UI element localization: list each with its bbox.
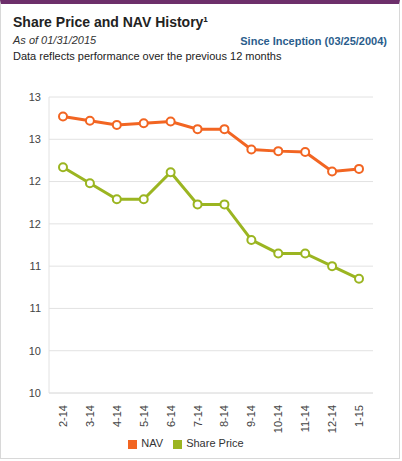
svg-text:12: 12 <box>29 175 41 187</box>
svg-text:11: 11 <box>30 260 41 272</box>
svg-text:11: 11 <box>30 302 41 314</box>
svg-text:1-15: 1-15 <box>353 405 365 427</box>
svg-text:11-14: 11-14 <box>299 405 311 432</box>
svg-text:12: 12 <box>29 218 41 230</box>
svg-text:6-14: 6-14 <box>165 405 177 427</box>
html-text:Since Inception (03/25/2004): Since Inception (03/25/2004) <box>240 35 387 47</box>
html-text:NAV: NAV <box>141 437 164 449</box>
svg-text:5-14: 5-14 <box>138 405 150 427</box>
svg-text:9-14: 9-14 <box>245 405 257 427</box>
svg-text:13: 13 <box>29 91 41 103</box>
svg-text:8-14: 8-14 <box>218 405 230 427</box>
svg-text:13: 13 <box>29 133 41 145</box>
html-text:Share Price and NAV History¹: Share Price and NAV History¹ <box>13 14 208 30</box>
svg-text:3-14: 3-14 <box>84 405 96 427</box>
html-text:Data reflects performance over: Data reflects performance over the previ… <box>13 50 282 62</box>
svg-text:7-14: 7-14 <box>192 405 204 427</box>
svg-text:10: 10 <box>29 345 41 357</box>
html-text:Share Price: Share Price <box>186 437 244 449</box>
svg-text:4-14: 4-14 <box>111 405 123 427</box>
svg-text:10: 10 <box>29 387 41 399</box>
svg-text:12-14: 12-14 <box>326 405 338 433</box>
svg-text:10-14: 10-14 <box>272 405 284 433</box>
html-text:As of 01/31/2015: As of 01/31/2015 <box>13 34 97 46</box>
svg-text:2-14: 2-14 <box>57 405 69 427</box>
